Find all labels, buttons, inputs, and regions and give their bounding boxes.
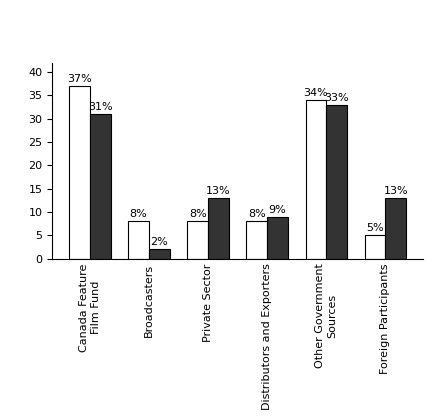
Text: 13%: 13% (383, 186, 408, 196)
Text: 2%: 2% (150, 237, 168, 247)
Bar (149, 249, 170, 259)
Bar (326, 105, 347, 259)
Text: 5%: 5% (366, 224, 384, 234)
Bar (246, 221, 267, 259)
Bar (90, 114, 111, 259)
Bar (385, 198, 406, 259)
Text: 8%: 8% (130, 209, 147, 219)
Bar (69, 86, 90, 259)
Bar (364, 235, 385, 259)
Text: 34%: 34% (303, 88, 328, 98)
Text: 37%: 37% (67, 74, 92, 84)
Bar (306, 100, 326, 259)
Text: 13%: 13% (206, 186, 231, 196)
Bar (267, 216, 288, 259)
Bar (208, 198, 229, 259)
Text: 31%: 31% (88, 102, 112, 112)
Text: 8%: 8% (189, 209, 207, 219)
Text: 33%: 33% (324, 93, 349, 103)
Text: 9%: 9% (269, 205, 286, 215)
Text: 8%: 8% (248, 209, 266, 219)
Bar (187, 221, 208, 259)
Bar (128, 221, 149, 259)
